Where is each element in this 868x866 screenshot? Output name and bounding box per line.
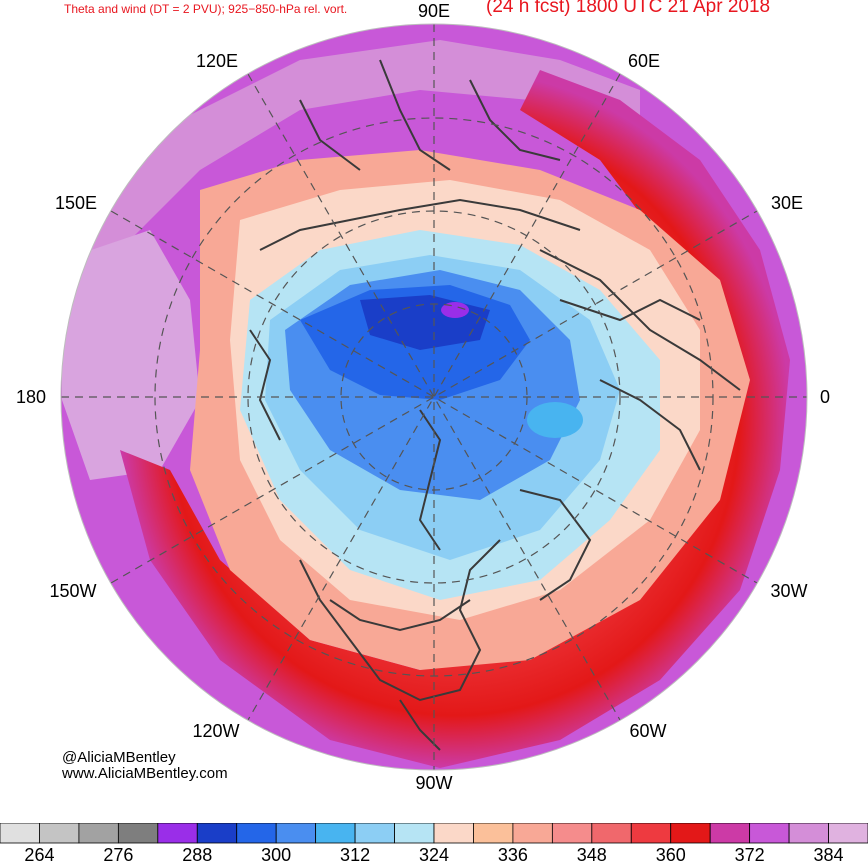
colorbar-tick-label: 372 xyxy=(734,845,765,865)
cold-patch-east xyxy=(527,402,583,438)
colorbar-swatch xyxy=(354,823,395,844)
colorbar-swatch xyxy=(670,823,711,844)
colorbar-swatch xyxy=(315,823,356,844)
colorbar-swatch xyxy=(196,823,238,844)
colorbar-swatch xyxy=(591,823,632,844)
coldest-purple-spot xyxy=(441,302,469,318)
colorbar-tick-label: 360 xyxy=(655,845,686,865)
colorbar-swatch xyxy=(117,823,159,844)
colorbar xyxy=(0,823,868,844)
globe-outline xyxy=(60,23,808,771)
colorbar-tick-label: 300 xyxy=(261,845,292,865)
colorbar-swatch xyxy=(0,823,40,844)
label-60w: 60W xyxy=(629,721,667,741)
label-30w: 30W xyxy=(770,581,808,601)
coastlines xyxy=(249,59,741,751)
colorbar-swatch xyxy=(275,823,317,844)
colorbar-swatch xyxy=(749,823,790,844)
colorbar-tick-label: 336 xyxy=(497,845,528,865)
credit-twitter: @AliciaMBentley xyxy=(62,749,176,766)
outer-pink-band xyxy=(70,40,640,380)
outer-lavender-left xyxy=(62,230,200,480)
label-120e: 120E xyxy=(195,51,239,71)
colorbar-tick-label: 384 xyxy=(813,845,844,865)
credit-website: www.AliciaMBentley.com xyxy=(62,765,228,782)
colorbar-tick-label: 276 xyxy=(103,845,134,865)
label-120w: 120W xyxy=(192,721,240,741)
colorbar-swatch xyxy=(512,823,553,844)
colorbar-swatch xyxy=(39,823,80,844)
label-30e: 30E xyxy=(770,193,804,213)
label-90e: 90E xyxy=(417,1,451,21)
label-90w: 90W xyxy=(415,773,453,793)
colorbar-swatch xyxy=(630,823,672,844)
colorbar-swatch xyxy=(157,823,198,844)
colorbar-swatch xyxy=(236,823,277,844)
colorbar-tick-label: 312 xyxy=(340,845,371,865)
colorbar-tick-label: 348 xyxy=(576,845,607,865)
label-0: 0 xyxy=(819,387,831,407)
globe xyxy=(61,24,807,770)
colorbar-swatch xyxy=(551,823,593,844)
colorbar-swatch xyxy=(394,823,435,844)
label-180: 180 xyxy=(15,387,47,407)
label-150e: 150E xyxy=(54,193,98,213)
colorbar-swatch xyxy=(709,823,751,844)
colorbar-swatch xyxy=(78,823,119,844)
colorbar-swatch xyxy=(473,823,514,844)
label-60e: 60E xyxy=(627,51,661,71)
colorbar-swatch xyxy=(828,823,868,844)
label-150w: 150W xyxy=(49,581,97,601)
colorbar-tick-label: 288 xyxy=(182,845,213,865)
colorbar-tick-label: 264 xyxy=(24,845,55,865)
graticule xyxy=(61,24,807,770)
right-title: (24 h fcst) 1800 UTC 21 Apr 2018 xyxy=(486,0,771,17)
colorbar-swatch xyxy=(433,823,474,844)
left-title: Theta and wind (DT = 2 PVU); 925−850-hPa… xyxy=(64,2,348,16)
colorbar-tick-label: 324 xyxy=(418,845,450,865)
polar-theta-map xyxy=(60,23,808,771)
colorbar-swatch xyxy=(788,823,829,844)
